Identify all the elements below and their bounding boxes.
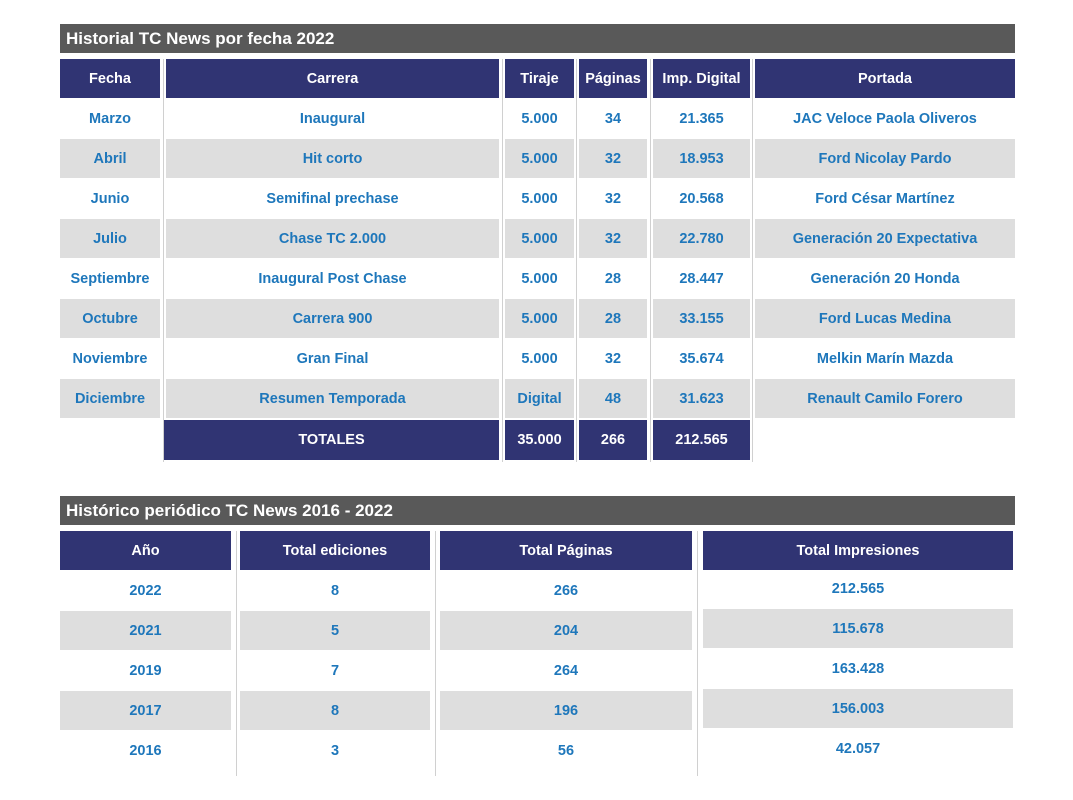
column-divider: [435, 531, 436, 776]
cell-carrera: Chase TC 2.000: [166, 219, 499, 258]
cell-tiraje: 5.000: [521, 350, 558, 367]
cell-ediciones: 3: [330, 742, 340, 759]
cell-fecha: Marzo: [89, 110, 131, 127]
cell-ediciones: 8: [240, 691, 430, 730]
cell-ediciones: 5: [240, 611, 430, 650]
cell-anio: 2022: [129, 582, 162, 599]
cell-paginas: 266: [553, 582, 579, 599]
cell-fecha: Abril: [60, 139, 160, 178]
header-paginas: Páginas: [579, 59, 647, 98]
cell-imp-digital: 20.568: [679, 190, 724, 207]
cell-imp-digital: 18.953: [653, 139, 750, 178]
cell-portada: JAC Veloce Paola Oliveros: [793, 110, 977, 127]
totals-paginas: 266: [579, 420, 647, 460]
cell-carrera: Semifinal prechase: [266, 190, 399, 207]
cell-tiraje: 5.000: [521, 110, 558, 127]
cell-impresiones: 115.678: [703, 609, 1013, 648]
column-divider: [576, 59, 577, 462]
cell-fecha: Octubre: [60, 299, 160, 338]
cell-imp-digital: 33.155: [653, 299, 750, 338]
cell-carrera: Resumen Temporada: [166, 379, 499, 418]
cell-tiraje: 5.000: [505, 139, 574, 178]
history-2022-table: Fecha Marzo Abril Junio Julio Septiembre Octub…: [60, 59, 1015, 462]
column-divider: [163, 59, 164, 462]
totals-label: TOTALES: [164, 420, 499, 460]
cell-tiraje: 5.000: [505, 299, 574, 338]
cell-anio: 2021: [60, 611, 231, 650]
cell-portada: Ford César Martínez: [815, 190, 955, 207]
cell-anio: 2019: [129, 662, 162, 679]
cell-imp-digital: 35.674: [679, 350, 724, 367]
cell-tiraje: 5.000: [521, 190, 558, 207]
cell-paginas: 196: [440, 691, 692, 730]
cell-anio: 2016: [129, 742, 162, 759]
totals-tiraje: 35.000: [505, 420, 574, 460]
header-impresiones: Total Impresiones: [703, 531, 1013, 570]
cell-ediciones: 8: [330, 582, 340, 599]
cell-fecha: Diciembre: [60, 379, 160, 418]
cell-paginas: 48: [579, 379, 647, 418]
cell-carrera: Carrera 900: [166, 299, 499, 338]
cell-tiraje: 5.000: [521, 270, 558, 287]
cell-imp-digital: 28.447: [679, 270, 724, 287]
cell-imp-digital: 21.365: [679, 110, 724, 127]
cell-ediciones: 7: [330, 662, 340, 679]
column-divider: [697, 531, 698, 776]
column-divider: [236, 531, 237, 776]
header-paginas: Total Páginas: [440, 531, 692, 570]
cell-carrera: Inaugural Post Chase: [258, 270, 407, 287]
column-divider: [650, 59, 651, 462]
cell-impresiones: 156.003: [703, 689, 1013, 728]
column-divider: [752, 59, 753, 462]
cell-portada: Ford Nicolay Pardo: [755, 139, 1015, 178]
cell-portada: Renault Camilo Forero: [755, 379, 1015, 418]
cell-paginas: 264: [553, 662, 579, 679]
cell-paginas: 56: [557, 742, 575, 759]
cell-fecha: Junio: [90, 190, 130, 207]
cell-portada: Ford Lucas Medina: [755, 299, 1015, 338]
header-imp-digital: Imp. Digital: [653, 59, 750, 98]
cell-impresiones: 163.428: [831, 660, 885, 677]
cell-portada: Melkin Marín Mazda: [816, 350, 954, 367]
cell-imp-digital: 22.780: [653, 219, 750, 258]
cell-impresiones: 212.565: [831, 580, 885, 597]
cell-anio: 2017: [60, 691, 231, 730]
header-portada: Portada: [755, 59, 1015, 98]
table1-title: Historial TC News por fecha 2022: [60, 24, 1015, 53]
cell-carrera: Gran Final: [296, 350, 369, 367]
table2-title: Histórico periódico TC News 2016 - 2022: [60, 496, 1015, 525]
cell-paginas: 28: [579, 299, 647, 338]
header-anio: Año: [60, 531, 231, 570]
cell-paginas: 32: [604, 190, 622, 207]
header-fecha: Fecha: [60, 59, 160, 98]
cell-fecha: Julio: [60, 219, 160, 258]
cell-fecha: Septiembre: [70, 270, 150, 287]
cell-portada: Generación 20 Honda: [810, 270, 960, 287]
cell-paginas: 34: [604, 110, 622, 127]
cell-tiraje: Digital: [505, 379, 574, 418]
cell-paginas: 32: [579, 219, 647, 258]
cell-carrera: Inaugural: [299, 110, 366, 127]
cell-impresiones: 42.057: [835, 740, 881, 757]
cell-carrera: Hit corto: [166, 139, 499, 178]
cell-tiraje: 5.000: [505, 219, 574, 258]
header-ediciones: Total ediciones: [240, 531, 430, 570]
cell-paginas: 32: [579, 139, 647, 178]
cell-portada: Generación 20 Expectativa: [755, 219, 1015, 258]
cell-imp-digital: 31.623: [653, 379, 750, 418]
column-divider: [502, 59, 503, 462]
cell-fecha: Noviembre: [72, 350, 148, 367]
cell-paginas: 204: [440, 611, 692, 650]
totals-imp-digital: 212.565: [653, 420, 750, 460]
header-tiraje: Tiraje: [505, 59, 574, 98]
header-carrera: Carrera: [166, 59, 499, 98]
cell-paginas: 32: [604, 350, 622, 367]
cell-paginas: 28: [604, 270, 622, 287]
